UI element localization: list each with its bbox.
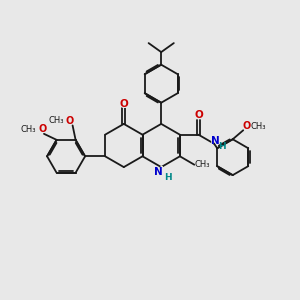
Text: O: O [64, 114, 75, 127]
Text: N: N [154, 167, 163, 177]
Text: CH₃: CH₃ [21, 124, 36, 134]
Text: N: N [211, 136, 220, 146]
Text: N: N [210, 134, 221, 147]
Text: O: O [243, 121, 251, 131]
Text: O: O [194, 110, 203, 121]
Text: N: N [153, 165, 164, 178]
Text: CH₃: CH₃ [48, 116, 64, 125]
Text: CH₃: CH₃ [250, 122, 266, 130]
Text: O: O [65, 116, 74, 126]
Text: O: O [37, 122, 47, 136]
Text: CH₃: CH₃ [195, 160, 211, 169]
Text: O: O [118, 98, 129, 111]
Text: O: O [38, 124, 46, 134]
Text: H: H [164, 173, 172, 182]
Text: H: H [218, 142, 225, 151]
Text: O: O [242, 120, 252, 133]
Text: O: O [119, 99, 128, 109]
Text: O: O [193, 109, 204, 122]
